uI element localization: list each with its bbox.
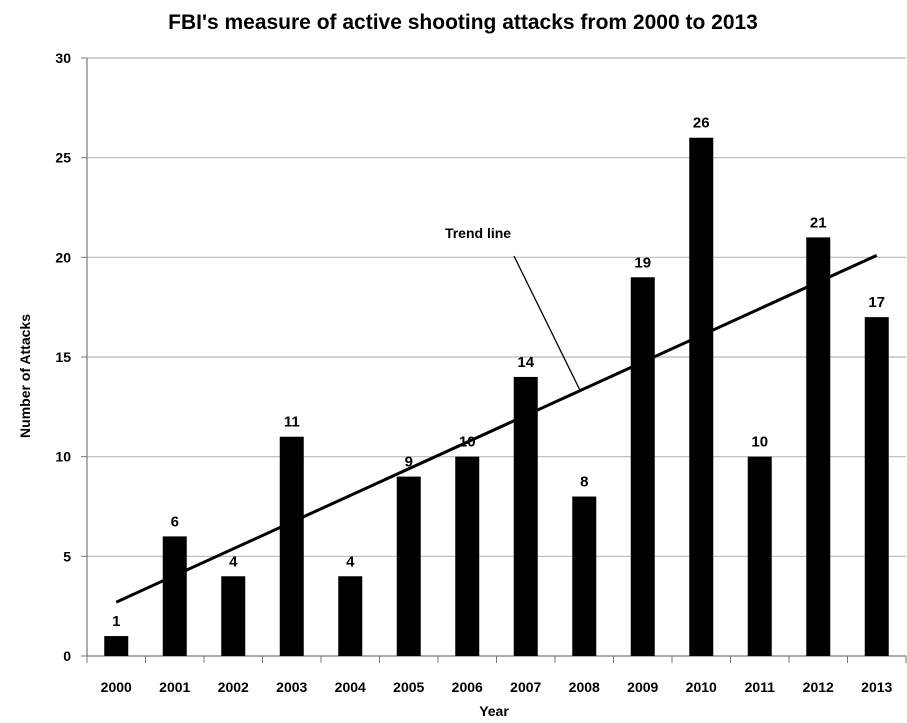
data-label-2001: 6 [171, 513, 179, 530]
data-label-2004: 4 [346, 553, 355, 570]
bar-2005 [396, 476, 421, 656]
x-tick-label: 2001 [159, 679, 190, 695]
data-label-2002: 4 [229, 553, 238, 570]
x-tick-label: 2005 [393, 679, 424, 695]
y-tick-label: 30 [55, 50, 71, 66]
bars [104, 137, 889, 656]
x-tick-label: 2009 [627, 679, 658, 695]
data-label-2000: 1 [112, 613, 120, 630]
data-label-2011: 10 [751, 434, 768, 451]
x-tick-label: 2010 [686, 679, 717, 695]
y-axis-title: Number of Attacks [17, 314, 33, 438]
y-tick-label: 10 [55, 449, 71, 465]
labels: 0 5 10 15 20 25 30 2000 1 2001 6 2002 4 2003 11 2004 4 20… [55, 50, 892, 695]
chart-title: FBI's measure of active shooting attacks… [168, 11, 758, 34]
trend-line-label: Trend line [445, 225, 511, 241]
y-tick-label: 25 [55, 150, 71, 166]
x-tick-label: 2002 [218, 679, 249, 695]
x-axis-title: Year [479, 703, 509, 719]
y-tick-label: 15 [55, 349, 71, 365]
bar-2010 [689, 137, 714, 656]
x-tick-label: 2007 [510, 679, 541, 695]
grid [87, 57, 906, 557]
data-label-2006: 10 [459, 434, 476, 451]
bar-2008 [572, 496, 597, 656]
x-tick-label: 2000 [101, 679, 132, 695]
y-tick-label: 5 [63, 548, 71, 564]
data-label-2013: 17 [868, 294, 885, 311]
data-label-2005: 9 [405, 454, 413, 471]
x-tick-label: 2012 [803, 679, 834, 695]
bar-2001 [162, 536, 187, 656]
bar-2002 [221, 576, 246, 656]
x-tick-label: 2003 [276, 679, 307, 695]
trend-line [115, 253, 878, 604]
trend-line-group [115, 253, 878, 604]
data-label-2012: 21 [810, 214, 827, 231]
data-label-2010: 26 [693, 115, 710, 132]
x-tick-label: 2008 [569, 679, 600, 695]
axes [81, 57, 907, 663]
data-label-2008: 8 [580, 474, 588, 491]
y-tick-label: 20 [55, 249, 71, 265]
data-label-2003: 11 [284, 414, 300, 431]
bar-2011 [747, 456, 772, 656]
data-label-2009: 19 [634, 254, 651, 271]
x-tick-label: 2013 [861, 679, 892, 695]
bar-2004 [338, 576, 363, 656]
data-label-2007: 14 [517, 354, 534, 371]
bar-2007 [513, 376, 538, 656]
x-tick-label: 2004 [335, 679, 366, 695]
bar-2000 [104, 636, 129, 656]
x-tick-label: 2006 [452, 679, 483, 695]
bar-2003 [279, 436, 304, 656]
y-tick-label: 0 [63, 648, 71, 664]
x-tick-label: 2011 [745, 679, 776, 695]
bar-2006 [455, 456, 480, 656]
bar-2009 [630, 277, 655, 656]
bar-2012 [806, 237, 831, 656]
bar-2013 [864, 317, 889, 656]
trend-line-pointer [513, 255, 581, 391]
